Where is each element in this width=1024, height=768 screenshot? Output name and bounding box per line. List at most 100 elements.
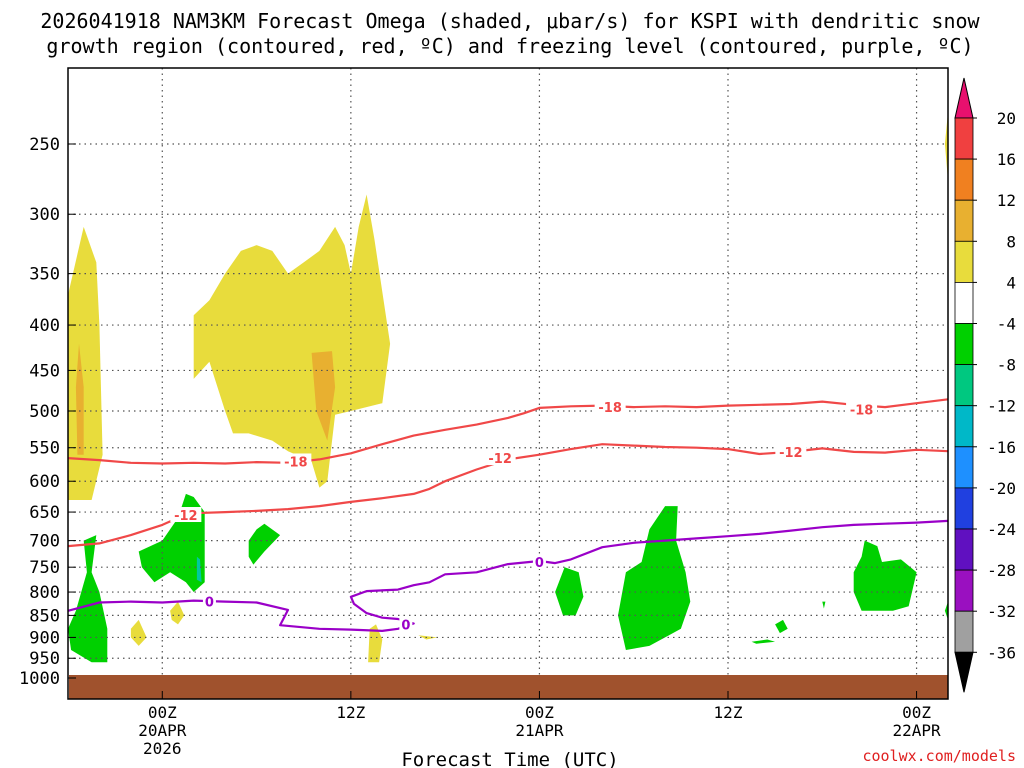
contour-label-bg bbox=[532, 554, 546, 570]
colorbar-label: 20 bbox=[997, 109, 1016, 128]
omega-shaded-region-12 bbox=[555, 567, 584, 616]
colorbar-segment bbox=[954, 487, 974, 530]
colorbar-top-arrow bbox=[954, 77, 974, 119]
x-axis-label: Forecast Time (UTC) bbox=[401, 749, 618, 768]
colorbar-segment bbox=[954, 364, 974, 407]
contour-label-bg bbox=[399, 616, 413, 632]
contour-label-bg bbox=[484, 450, 516, 466]
y-tick-label: 700 bbox=[29, 532, 60, 552]
credit-text: coolwx.com/models bbox=[862, 747, 1016, 765]
omega-shaded-region-14 bbox=[751, 639, 776, 644]
omega-shaded-region-19 bbox=[944, 111, 948, 181]
y-tick-label: 400 bbox=[29, 316, 60, 336]
contour-label: -12 bbox=[779, 446, 803, 461]
colorbar-label: 12 bbox=[997, 191, 1016, 210]
omega-shaded-region-1 bbox=[75, 343, 84, 455]
omega-shaded-region-7 bbox=[248, 523, 281, 565]
colorbar-segment bbox=[954, 446, 974, 489]
colorbar-segment bbox=[954, 569, 974, 612]
x-tick-label: 22APR bbox=[892, 721, 941, 740]
colorbar-label: 16 bbox=[997, 150, 1016, 169]
omega-shaded-region-0 bbox=[68, 226, 103, 500]
colorbar-segment bbox=[954, 281, 974, 324]
omega-shading-layer bbox=[68, 111, 948, 663]
omega-shaded-region-4 bbox=[68, 535, 108, 663]
omega-shaded-region-6 bbox=[196, 556, 202, 583]
omega-shaded-region-9 bbox=[170, 601, 185, 625]
colorbar-label: 4 bbox=[1006, 273, 1016, 292]
x-tick-label: 00Z bbox=[148, 703, 177, 722]
contour-label-bg bbox=[170, 507, 202, 523]
colorbar-label: -4 bbox=[997, 315, 1016, 334]
colorbar-segment bbox=[954, 405, 974, 448]
colorbar-segment bbox=[954, 199, 974, 242]
omega-shaded-region-15 bbox=[775, 619, 788, 634]
contour-layer: -18 -18 -18 -12 -12 -12 0 0 0 bbox=[67, 398, 949, 633]
colorbar-label: -32 bbox=[987, 602, 1016, 621]
omega-shaded-region-3 bbox=[311, 351, 336, 441]
omega-shaded-region-18 bbox=[944, 601, 948, 620]
contour-label: 0 bbox=[535, 556, 544, 571]
contour-label: -12 bbox=[488, 452, 512, 467]
colorbar-label: -28 bbox=[987, 561, 1016, 580]
y-tick-label: 450 bbox=[29, 361, 60, 381]
plot-background bbox=[68, 68, 948, 699]
omega-shaded-region-11 bbox=[418, 635, 438, 640]
colorbar-label: -24 bbox=[987, 520, 1016, 539]
colorbar-label: -8 bbox=[997, 356, 1016, 375]
chart-title-line1: 2026041918 NAM3KM Forecast Omega (shaded… bbox=[40, 9, 980, 33]
x-tick-label: 20APR bbox=[138, 721, 187, 740]
y-tick-label: 800 bbox=[29, 583, 60, 603]
omega-shaded-region-16 bbox=[822, 601, 826, 609]
colorbar-segment bbox=[954, 117, 974, 160]
omega-shaded-region-2 bbox=[193, 194, 391, 488]
contour-label-bg bbox=[775, 443, 807, 459]
contour-label: -18 bbox=[598, 401, 622, 416]
contour-label: 0 bbox=[401, 618, 410, 633]
y-tick-label: 900 bbox=[29, 628, 60, 648]
contour-label-bg bbox=[846, 401, 878, 417]
colorbar-bottom-arrow bbox=[954, 651, 974, 693]
x-tick-label: 21APR bbox=[515, 721, 564, 740]
y-tick-label: 350 bbox=[29, 265, 60, 285]
colorbar-segment bbox=[954, 240, 974, 283]
colorbar-label: -12 bbox=[987, 397, 1016, 416]
y-tick-label: 1000 bbox=[19, 669, 60, 689]
plot-frame bbox=[67, 67, 949, 700]
contour-line-0 bbox=[67, 398, 949, 465]
omega-shaded-region-13 bbox=[618, 506, 691, 650]
colorbar-label: -20 bbox=[987, 479, 1016, 498]
colorbar-label: 8 bbox=[1006, 232, 1016, 251]
y-tick-label: 300 bbox=[29, 205, 60, 225]
grid-layer bbox=[68, 68, 948, 699]
y-tick-label: 650 bbox=[29, 503, 60, 523]
x-tick-label: 12Z bbox=[336, 703, 365, 722]
y-tick-label: 950 bbox=[29, 649, 60, 669]
y-tick-label: 250 bbox=[29, 135, 60, 155]
colorbar-label: -36 bbox=[987, 643, 1016, 662]
y-tick-label: 550 bbox=[29, 439, 60, 459]
x-tick-label: 12Z bbox=[714, 703, 743, 722]
omega-shaded-region-8 bbox=[130, 619, 147, 646]
x-tick-label: 00Z bbox=[525, 703, 554, 722]
contour-label: -18 bbox=[850, 403, 874, 418]
y-tick-label: 600 bbox=[29, 472, 60, 492]
colorbar-segment bbox=[954, 528, 974, 571]
colorbar-label: -16 bbox=[987, 438, 1016, 457]
x-tick-label: 00Z bbox=[902, 703, 931, 722]
contour-label: -12 bbox=[174, 509, 198, 524]
y-axis-pressure: 2503003504004505005506006507007508008509… bbox=[19, 135, 76, 689]
omega-shaded-region-10 bbox=[368, 624, 383, 663]
contour-label-bg bbox=[280, 453, 312, 469]
contour-line-2 bbox=[67, 519, 949, 633]
colorbar-segment bbox=[954, 610, 974, 653]
terrain-ground bbox=[69, 675, 948, 699]
chart-title-line2: growth region (contoured, red, ºC) and f… bbox=[46, 34, 973, 58]
colorbar-segment bbox=[954, 323, 974, 365]
contour-label-bg bbox=[594, 399, 626, 415]
y-tick-label: 500 bbox=[29, 402, 60, 422]
colorbar-segment bbox=[954, 158, 974, 201]
omega-shaded-region-17 bbox=[853, 540, 917, 611]
